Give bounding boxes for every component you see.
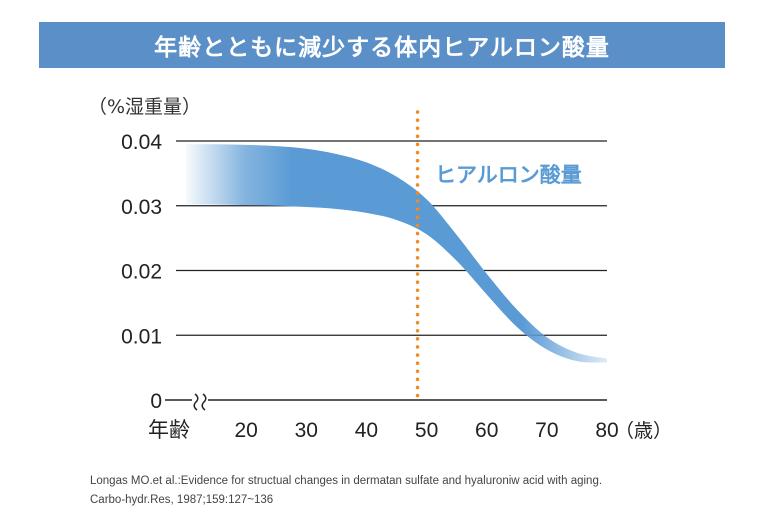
y-tick-labels: 0 0.01 0.02 0.03 0.04 <box>121 131 162 413</box>
y-tick-label: 0.01 <box>121 325 162 348</box>
title-banner: 年齢とともに減少する体内ヒアルロン酸量 <box>39 22 725 68</box>
y-tick-label: 0 <box>150 390 162 413</box>
y-tick-label: 0.04 <box>121 131 162 154</box>
x-tick-label: 20 <box>234 419 257 442</box>
x-tick-label: 70 <box>535 419 558 442</box>
citation-line-2: Carbo-hydr.Res, 1987;159:127~136 <box>90 494 274 506</box>
series-annotation: ヒアルロン酸量 <box>435 163 582 187</box>
y-tick-label: 0.02 <box>121 261 162 284</box>
x-tick-labels: 20 30 40 50 60 70 80 <box>234 419 618 442</box>
x-tick-label: 80 <box>595 419 618 442</box>
citation-line-1: Longas MO.et al.:Evidence for structual … <box>90 475 603 487</box>
series-band <box>186 144 607 363</box>
citation: Longas MO.et al.:Evidence for structual … <box>90 472 602 510</box>
x-tick-label: 30 <box>295 419 318 442</box>
x-tick-label: 60 <box>475 419 498 442</box>
x-axis-label: 年齢 <box>148 418 190 442</box>
chart-title: 年齢とともに減少する体内ヒアルロン酸量 <box>154 35 610 61</box>
y-tick-label: 0.03 <box>121 196 162 219</box>
x-tick-label: 50 <box>415 419 438 442</box>
axis-break <box>165 393 607 411</box>
x-tick-label: 40 <box>355 419 378 442</box>
y-axis-label: （%湿重量） <box>88 96 201 118</box>
x-axis-unit: （歳） <box>615 420 672 442</box>
